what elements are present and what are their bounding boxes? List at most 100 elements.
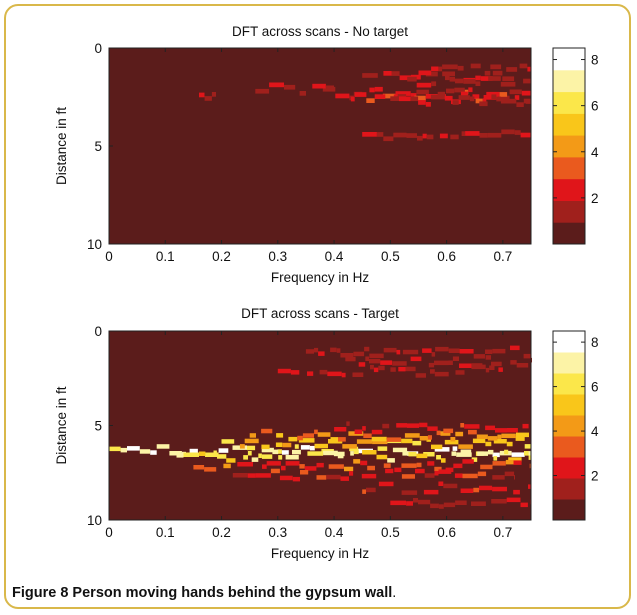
heatmap-cell (499, 92, 508, 97)
heatmap-cell (430, 503, 439, 509)
y-axis-label: Distance in ft (54, 386, 69, 464)
heatmap-cell (504, 471, 515, 477)
heatmap-cell (472, 438, 486, 444)
heatmap-cell (156, 444, 170, 449)
heatmap-cell (261, 447, 274, 453)
colorbar-swatch (553, 478, 585, 500)
heatmap-cell (319, 369, 328, 375)
heatmap-cell (390, 367, 396, 372)
heatmap-cell (316, 475, 327, 480)
heatmap-cell (350, 96, 355, 102)
heatmap-cell (258, 453, 262, 458)
heatmap-cell (330, 347, 337, 353)
heatmap-cell (299, 91, 306, 96)
heatmap-cell (507, 428, 518, 433)
heatmap-cell (430, 94, 445, 100)
heatmap-cell (380, 360, 393, 365)
x-tick-label: 0.4 (325, 249, 344, 264)
heatmap-cell (527, 66, 531, 72)
heatmap-cell (211, 92, 216, 97)
heatmap-cell (251, 457, 259, 462)
heatmap-cell (205, 452, 219, 457)
x-tick-label: 0.3 (268, 525, 287, 540)
heatmap-cell (492, 348, 506, 354)
heatmap-cell (416, 462, 422, 468)
heatmap-cell (378, 365, 385, 371)
heatmap-cell (434, 447, 450, 452)
colorbar-swatch (553, 415, 585, 437)
heatmap-cell (434, 371, 449, 377)
heatmap-cell (439, 133, 448, 139)
heatmap-cell (422, 348, 432, 353)
x-tick-label: 0.5 (381, 249, 400, 264)
heatmap-cell (387, 458, 395, 463)
x-axis-label: Frequency in Hz (271, 546, 370, 561)
heatmap-cell (462, 473, 478, 479)
colorbar-swatch (553, 48, 585, 71)
x-tick-label: 0.6 (437, 525, 456, 540)
heatmap-cell (314, 443, 328, 449)
heatmap-cell (459, 363, 472, 368)
colorbar-swatch (553, 69, 585, 93)
heatmap-cell (431, 81, 437, 87)
colorbar-swatch (553, 135, 585, 158)
heatmap-cell (401, 474, 415, 479)
heatmap-cell (450, 134, 459, 140)
colorbar-tick-label: 2 (591, 469, 599, 484)
heatmap-cell (516, 363, 529, 368)
heatmap-cell (376, 132, 384, 137)
heatmap-cell (292, 449, 301, 455)
heatmap-cell (460, 423, 465, 428)
heatmap-cell (476, 434, 488, 439)
heatmap-streak (193, 459, 531, 473)
heatmap-cell (366, 487, 376, 493)
heatmap-cell (484, 70, 491, 76)
heatmap-cell (452, 356, 459, 361)
heatmap-cell (393, 132, 407, 138)
heatmap-cell (169, 451, 182, 456)
heatmap-cell (453, 463, 463, 469)
heatmap-cell (299, 464, 305, 469)
colorbar-swatch (553, 352, 585, 374)
heatmap-cell (479, 133, 488, 138)
x-tick-label: 0.3 (268, 249, 287, 264)
heatmap-cell (261, 428, 273, 434)
heatmap-cell (349, 446, 359, 452)
heatmap-cell (454, 87, 465, 93)
heatmap-cell (401, 463, 417, 468)
heatmap-cell (427, 461, 435, 466)
heatmap-cell (237, 462, 253, 467)
heatmap-cell (491, 361, 502, 367)
x-tick-label: 0.5 (381, 525, 400, 540)
heatmap-cell (407, 76, 417, 82)
heatmap-cell (266, 461, 281, 466)
figure-caption: Figure 8 Person moving hands behind the … (12, 585, 396, 601)
heatmap-cell (441, 458, 446, 463)
heatmap-cell (282, 442, 292, 448)
heatmap-cell (465, 131, 480, 136)
heatmap-cell (470, 63, 481, 69)
heatmap-cell (394, 467, 402, 473)
heatmap-cell (401, 438, 413, 444)
x-axis: 0 0.1 0.2 0.3 0.4 0.5 0.6 0.7 (105, 331, 512, 540)
heatmap-cell (109, 446, 121, 452)
heatmap-cell (505, 459, 514, 465)
heatmap-cell (249, 433, 256, 438)
heatmap-cell (255, 473, 271, 478)
heatmap-cell (430, 369, 435, 374)
heatmap-cell (506, 497, 521, 503)
heatmap-cell (455, 500, 467, 505)
heatmap-cell (475, 98, 483, 104)
heatmap-cell (498, 367, 503, 372)
colorbar-swatch (553, 200, 585, 223)
heatmap-cell (189, 448, 198, 454)
heatmap-streak (418, 63, 531, 76)
heatmap-cell (419, 422, 428, 428)
heatmap-cell (418, 499, 431, 505)
heatmap-cell (407, 423, 419, 428)
heatmap-cell (459, 349, 474, 354)
heatmap-cell (468, 87, 473, 93)
heatmap-cell (427, 426, 438, 431)
x-axis-label: Frequency in Hz (271, 270, 370, 285)
heatmap-streak (305, 345, 531, 359)
